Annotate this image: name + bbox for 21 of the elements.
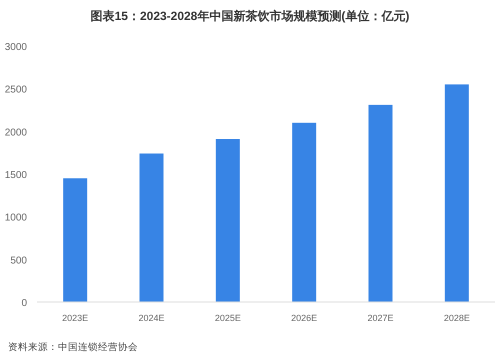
y-tick-label: 1000	[4, 212, 28, 224]
y-tick-label: 0	[21, 298, 28, 309]
y-tick-label: 500	[10, 255, 28, 266]
bar	[368, 104, 392, 302]
text: 资料来源：中国连锁经营协会	[8, 341, 138, 353]
y-tick-label: 1500	[4, 170, 28, 181]
x-tick-label: 2028E	[444, 313, 470, 323]
x-tick-label: 2024E	[138, 313, 165, 323]
chart-title: 图表15：2023-2028年中国新茶饮市场规模预测(单位：亿元)	[90, 9, 410, 23]
bar	[140, 154, 164, 302]
y-tick-label: 2000	[4, 127, 28, 138]
bar	[292, 122, 316, 302]
bar	[63, 178, 88, 302]
x-tick-label: 2025E	[214, 313, 241, 323]
x-tick-label: 2026E	[291, 313, 318, 323]
y-tick-label: 3000	[4, 42, 28, 53]
x-tick-label: 2023E	[62, 313, 88, 323]
y-tick-label: 2500	[4, 84, 28, 96]
bar	[216, 139, 240, 302]
x-tick-label: 2027E	[367, 313, 394, 323]
bar	[444, 84, 469, 302]
